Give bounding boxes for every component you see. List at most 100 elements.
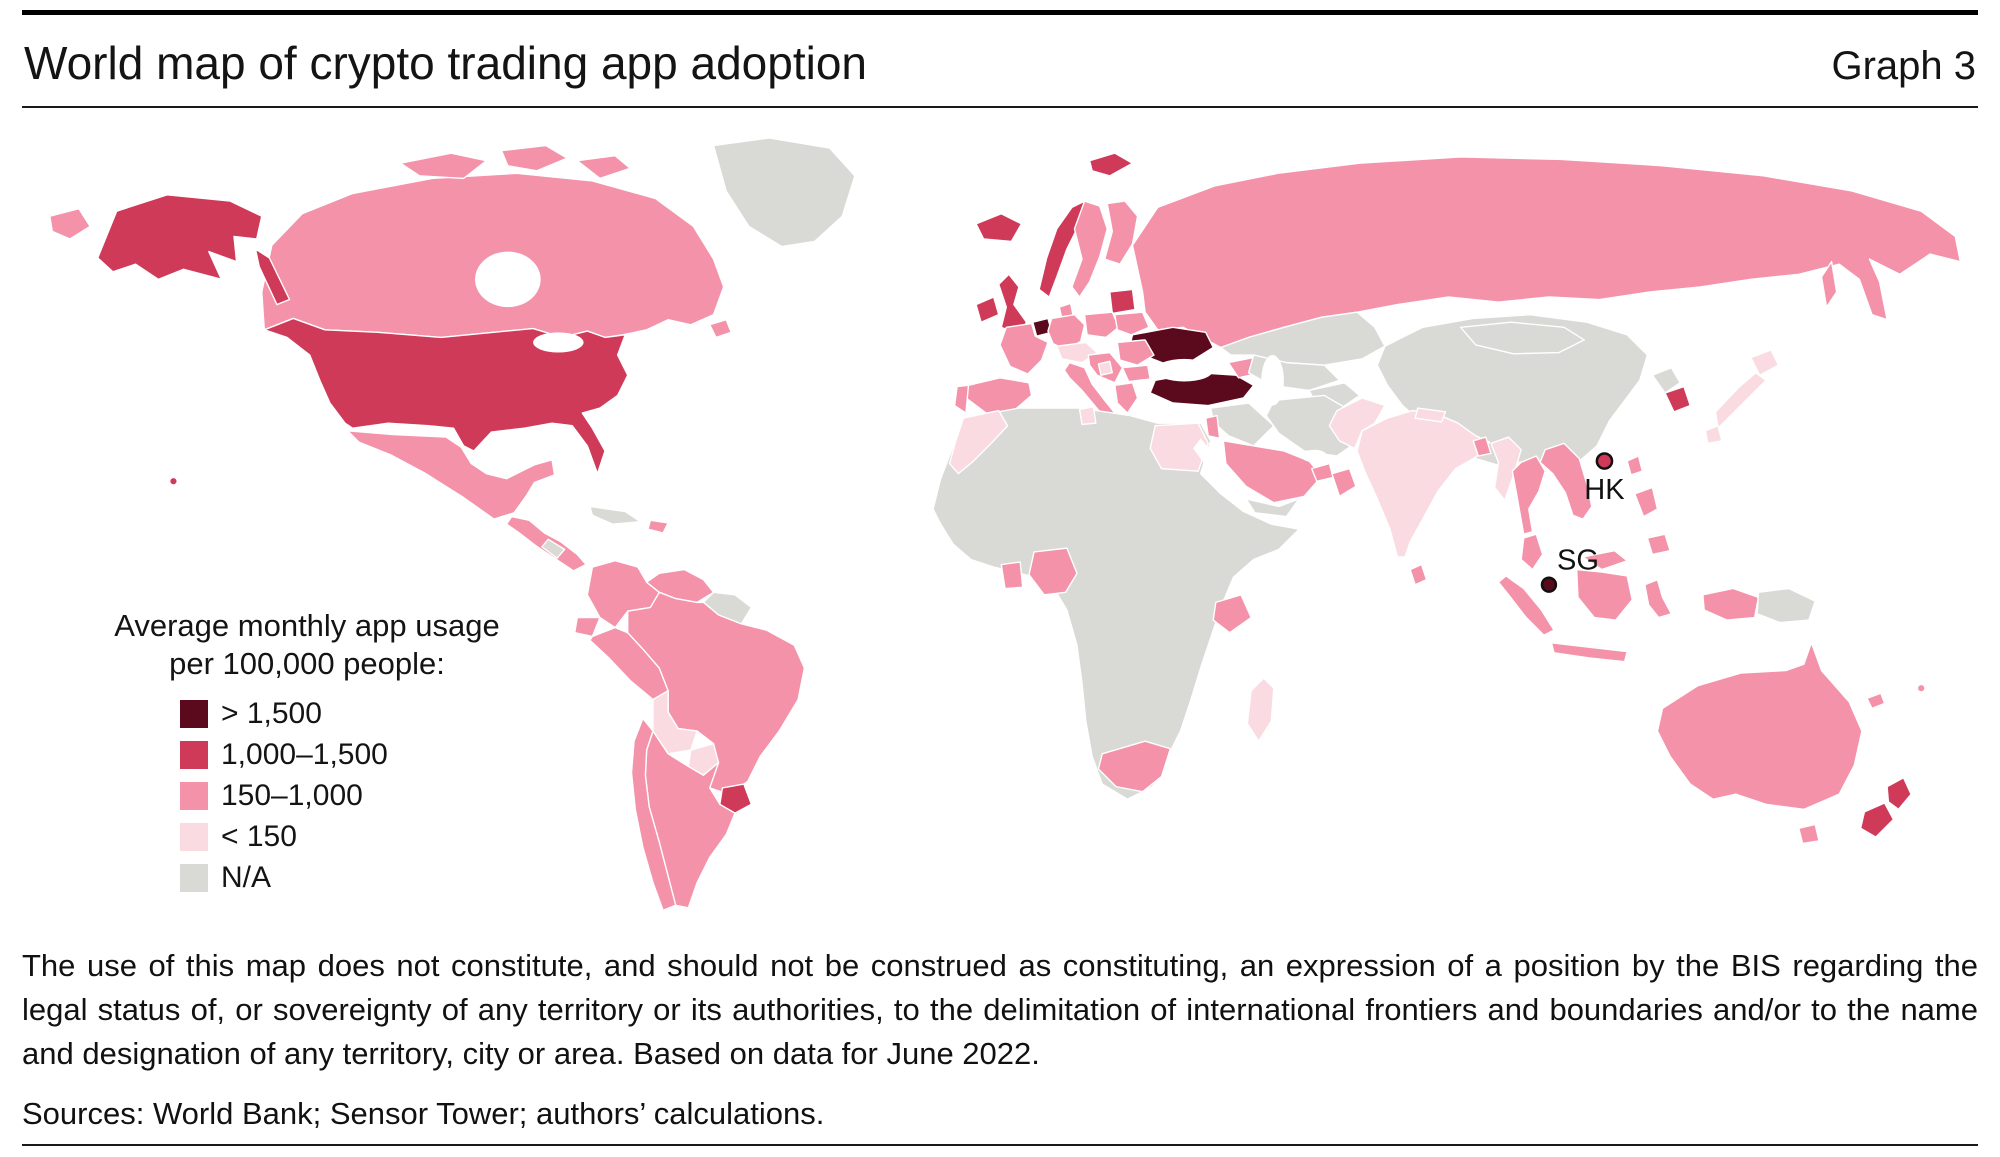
region-west-papua bbox=[1702, 587, 1760, 621]
legend-swatch-150-1000 bbox=[180, 781, 208, 810]
region-israel-jordan bbox=[1204, 414, 1221, 439]
region-malaysia-peninsula bbox=[1520, 533, 1544, 571]
region-bangladesh bbox=[1472, 436, 1492, 457]
legend-row: 150–1,000 bbox=[180, 779, 552, 813]
region-australia bbox=[1656, 641, 1863, 810]
region-south-korea bbox=[1664, 385, 1691, 413]
legend-label: 1,000–1,500 bbox=[221, 737, 388, 771]
legend-label: 150–1,000 bbox=[221, 778, 363, 812]
legend-row: > 1,500 bbox=[180, 697, 552, 731]
region-kalimantan bbox=[1576, 568, 1633, 621]
great-lakes bbox=[533, 332, 584, 353]
region-sakhalin bbox=[1820, 260, 1838, 308]
region-java bbox=[1550, 641, 1628, 663]
region-alaska-panhandle bbox=[254, 248, 291, 306]
singapore-dot bbox=[1540, 576, 1558, 593]
region-fiji bbox=[1916, 683, 1926, 693]
world-map: HK SG Average monthly app usage per 100,… bbox=[22, 137, 1978, 920]
region-india bbox=[1356, 409, 1491, 558]
legend-swatch-na bbox=[180, 863, 208, 892]
legend-label: > 1,500 bbox=[221, 696, 322, 730]
bottom-rule bbox=[22, 1144, 1978, 1147]
region-russia-chukotka bbox=[49, 207, 91, 240]
region-new-zealand-south bbox=[1859, 802, 1895, 838]
region-saudi-arabia bbox=[1222, 440, 1323, 504]
region-nepal bbox=[1414, 407, 1447, 423]
region-thailand bbox=[1511, 455, 1546, 535]
map-disclaimer: The use of this map does not constitute,… bbox=[22, 948, 1978, 1072]
legend-swatch-gt1500 bbox=[180, 699, 208, 728]
region-japan-kyushu bbox=[1704, 424, 1723, 444]
region-belarus bbox=[1114, 311, 1150, 336]
region-tunisia bbox=[1078, 405, 1097, 426]
sources-line: Sources: World Bank; Sensor Tower; autho… bbox=[22, 1096, 825, 1132]
region-ecuador bbox=[574, 616, 601, 638]
persian-gulf bbox=[1301, 449, 1327, 463]
page-title: World map of crypto trading app adoption bbox=[24, 37, 867, 89]
region-canada-arctic-2 bbox=[500, 144, 568, 172]
region-vietnam bbox=[1539, 442, 1593, 520]
region-malaysia-borneo bbox=[1582, 549, 1628, 571]
region-nigeria bbox=[1028, 547, 1078, 596]
region-iceland bbox=[975, 212, 1023, 243]
region-canada-arctic-1 bbox=[399, 152, 488, 179]
region-tasmania bbox=[1798, 823, 1820, 844]
region-canada-arctic-3 bbox=[576, 154, 631, 179]
hong-kong-dot bbox=[1595, 452, 1614, 470]
legend-swatch-1000-1500 bbox=[180, 740, 208, 769]
map-legend: Average monthly app usage per 100,000 pe… bbox=[62, 607, 552, 902]
region-uruguay bbox=[719, 783, 753, 814]
graph-header: World map of crypto trading app adoption… bbox=[22, 15, 1978, 106]
region-portugal bbox=[953, 384, 970, 414]
legend-title-line2: per 100,000 people: bbox=[169, 646, 445, 682]
region-ghana bbox=[1000, 561, 1024, 590]
red-sea bbox=[1193, 438, 1242, 502]
region-taiwan bbox=[1626, 455, 1644, 476]
region-cuba bbox=[589, 505, 642, 525]
region-poland bbox=[1083, 311, 1120, 338]
region-ireland bbox=[975, 296, 1000, 323]
region-finland bbox=[1104, 200, 1139, 265]
header-rule bbox=[22, 105, 1978, 108]
region-morocco bbox=[948, 409, 1009, 475]
region-hispaniola bbox=[647, 519, 669, 534]
legend-items: > 1,500 1,000–1,500 150–1,000 < 150 N/A bbox=[180, 697, 552, 895]
region-japan-honshu bbox=[1714, 371, 1767, 429]
region-syria-iraq bbox=[1210, 402, 1275, 447]
legend-title: Average monthly app usage per 100,000 pe… bbox=[62, 607, 552, 683]
legend-row: 1,000–1,500 bbox=[180, 738, 552, 772]
legend-swatch-lt150 bbox=[180, 822, 208, 851]
region-uk bbox=[998, 273, 1028, 336]
black-sea bbox=[1155, 358, 1214, 382]
region-france bbox=[999, 322, 1049, 375]
region-sweden bbox=[1071, 200, 1108, 298]
region-sumatra bbox=[1497, 575, 1555, 636]
region-hawaii bbox=[168, 476, 178, 486]
legend-title-line1: Average monthly app usage bbox=[114, 608, 500, 644]
hudson-bay bbox=[475, 251, 541, 307]
legend-row: N/A bbox=[180, 861, 552, 895]
legend-label: < 150 bbox=[221, 819, 297, 853]
singapore-label: SG bbox=[1557, 544, 1599, 576]
hong-kong-label: HK bbox=[1584, 474, 1625, 506]
region-philippines-luzon bbox=[1634, 486, 1659, 518]
region-mongolia bbox=[1459, 321, 1585, 355]
region-mexico bbox=[346, 429, 556, 520]
region-spain bbox=[965, 376, 1033, 414]
region-bulgaria bbox=[1121, 364, 1151, 383]
legend-label: N/A bbox=[221, 860, 272, 894]
region-brazil bbox=[627, 591, 806, 795]
region-papua-new-guinea bbox=[1756, 587, 1816, 624]
region-greenland bbox=[712, 137, 856, 248]
region-greece bbox=[1114, 382, 1139, 414]
graph-number-label: Graph 3 bbox=[1831, 44, 1976, 88]
region-romania bbox=[1116, 339, 1155, 366]
region-baltics bbox=[1109, 288, 1136, 314]
region-bosnia bbox=[1097, 360, 1114, 376]
region-oman bbox=[1331, 467, 1357, 497]
region-nicaragua bbox=[541, 538, 566, 559]
region-sulawesi bbox=[1644, 578, 1673, 619]
region-alaska bbox=[97, 193, 263, 280]
region-new-zealand-north bbox=[1886, 776, 1912, 810]
